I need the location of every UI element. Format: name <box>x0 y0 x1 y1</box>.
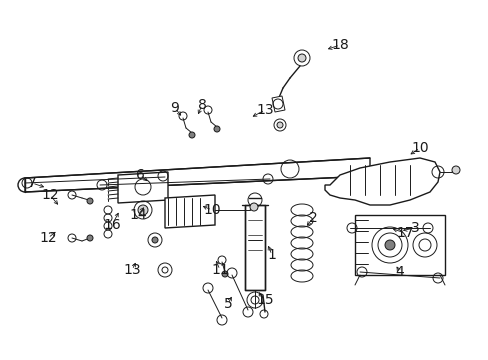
Text: 12: 12 <box>41 188 59 202</box>
Text: 16: 16 <box>103 218 121 232</box>
Circle shape <box>276 122 283 128</box>
Circle shape <box>189 132 195 138</box>
Text: 5: 5 <box>223 297 232 311</box>
Circle shape <box>297 54 305 62</box>
Circle shape <box>384 240 394 250</box>
Polygon shape <box>354 215 444 275</box>
Text: 2: 2 <box>308 211 317 225</box>
Text: 13: 13 <box>123 263 141 277</box>
Polygon shape <box>118 172 168 203</box>
Text: 10: 10 <box>410 141 428 155</box>
Polygon shape <box>164 195 215 228</box>
Circle shape <box>222 271 227 277</box>
Text: 13: 13 <box>256 103 273 117</box>
Circle shape <box>138 205 148 215</box>
Text: 11: 11 <box>211 263 228 277</box>
Text: 17: 17 <box>395 226 413 240</box>
Text: 6: 6 <box>135 168 144 182</box>
Text: 1: 1 <box>267 248 276 262</box>
Text: 14: 14 <box>129 208 146 222</box>
Circle shape <box>451 166 459 174</box>
Polygon shape <box>244 205 264 290</box>
Text: 9: 9 <box>170 101 179 115</box>
Circle shape <box>87 235 93 241</box>
Text: 15: 15 <box>256 293 273 307</box>
Text: 3: 3 <box>410 221 419 235</box>
Circle shape <box>214 126 220 132</box>
Text: 8: 8 <box>197 98 206 112</box>
Circle shape <box>152 237 158 243</box>
Polygon shape <box>325 158 439 205</box>
Text: 12: 12 <box>39 231 57 245</box>
Text: 7: 7 <box>27 176 36 190</box>
Text: 10: 10 <box>203 203 221 217</box>
Text: 18: 18 <box>330 38 348 52</box>
Circle shape <box>87 198 93 204</box>
Circle shape <box>249 203 258 211</box>
Text: 4: 4 <box>395 265 404 279</box>
Polygon shape <box>25 158 369 192</box>
Polygon shape <box>271 96 285 112</box>
